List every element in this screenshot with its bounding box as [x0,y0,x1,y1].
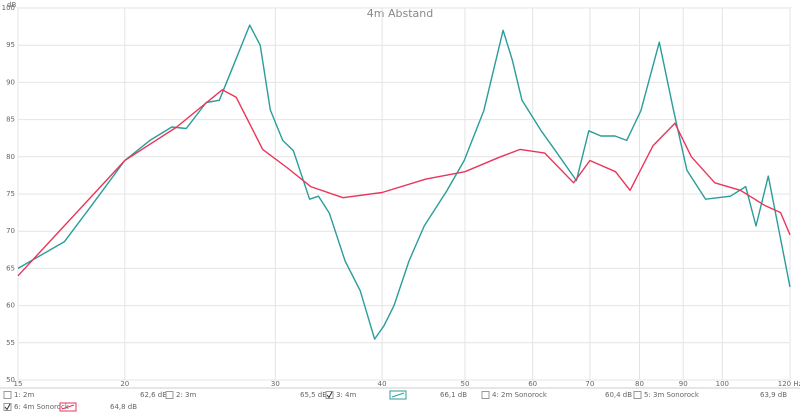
y-tick-label: 60 [6,302,15,310]
y-tick-label: 95 [6,41,15,49]
legend-level: 66,1 dB [440,391,467,399]
series-line [17,89,791,277]
y-tick-label: 65 [6,264,15,272]
x-tick-label: 60 [528,380,537,388]
legend-level: 60,4 dB [605,391,632,399]
legend-check [326,391,333,399]
legend-label: 5: 3m Sonorock [644,391,700,399]
x-tick-label: 100 [716,380,729,388]
x-tick-label: 90 [679,380,688,388]
legend-level: 65,5 dB [300,391,327,399]
y-tick-label: 75 [6,190,15,198]
y-tick-label: 55 [6,339,15,347]
legend-swatch [389,390,407,400]
x-tick-label: 30 [271,380,280,388]
legend-checkbox [3,391,12,399]
y-tick-label: 85 [6,116,15,124]
x-tick-label: 15 [14,380,23,388]
legend-checkbox [165,391,174,399]
y-tick-label: 80 [6,153,15,161]
y-tick-label: 50 [6,376,15,384]
legend-swatch [59,402,77,412]
legend-level: 62,6 dB [140,391,167,399]
x-tick-label: 80 [635,380,644,388]
x-tick-label: 70 [585,380,594,388]
y-tick-label: 70 [6,227,15,235]
legend-swatch-line [61,404,75,410]
legend-label: 3: 4m [336,391,356,399]
legend-label: 6: 4m Sonorock [14,403,70,411]
x-tick-label: 50 [461,380,470,388]
x-tick-label: 20 [120,380,129,388]
x-tick-label: 40 [378,380,387,388]
legend-checkbox [3,403,12,411]
series-line [17,24,791,340]
chart-title: 4m Abstand [367,7,433,20]
x-tick-label: 120 Hz [778,380,800,388]
legend-checkbox [325,391,334,399]
legend-level: 63,9 dB [760,391,787,399]
legend-swatch-line [391,392,405,398]
legend-check [4,403,11,411]
legend-level: 64,8 dB [110,403,137,411]
y-axis-label: dB [7,1,16,9]
legend-label: 4: 2m Sonorock [492,391,548,399]
legend-label: 1: 2m [14,391,34,399]
legend-checkbox [633,391,642,399]
y-tick-label: 90 [6,78,15,86]
y-tick-label: 100 [2,4,15,12]
legend-label: 2: 3m [176,391,196,399]
legend-checkbox [481,391,490,399]
